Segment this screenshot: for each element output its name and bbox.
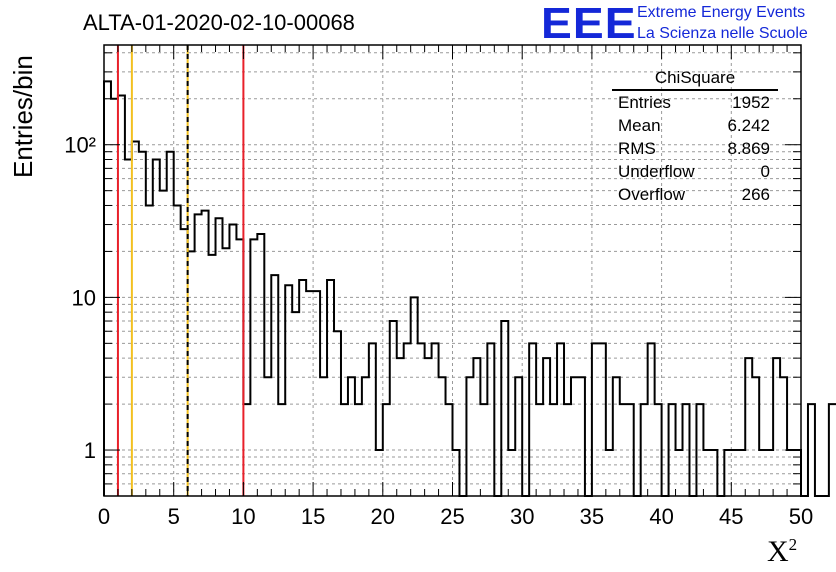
histogram-bin [167, 152, 174, 496]
stats-row-mean: Mean 6.242 [612, 114, 778, 137]
histogram-bin [745, 358, 752, 496]
histogram-bin [174, 205, 181, 496]
histogram [103, 80, 836, 497]
histogram-bin [146, 205, 153, 496]
stats-box: ChiSquare Entries 1952 Mean 6.242 RMS 8.869 Un… [612, 66, 778, 206]
x-tick-label: 25 [440, 504, 464, 529]
stats-row-entries: Entries 1952 [612, 91, 778, 114]
y-axis-label: Entries/bin [8, 55, 38, 178]
histogram-bin [181, 229, 188, 496]
logo-line-2: La Scienza nelle Scuole [637, 25, 808, 42]
y-axis: 1 10 10² [64, 52, 801, 485]
stats-value: 6.242 [727, 116, 770, 135]
histogram-bin [515, 377, 522, 496]
x-axis-label: X2 [767, 535, 798, 568]
histogram-bin [501, 321, 508, 496]
histogram-bin [829, 404, 836, 496]
histogram-bin [271, 275, 278, 496]
x-tick-label: 50 [789, 504, 813, 529]
histogram-bin [348, 377, 355, 496]
x-tick-label: 30 [510, 504, 534, 529]
histogram-bin [125, 160, 132, 496]
stats-row-rms: RMS 8.869 [612, 137, 778, 160]
x-tick-label: 40 [649, 504, 673, 529]
histogram-bin [808, 404, 815, 496]
histogram-bin [487, 343, 494, 496]
x-tick-label: 0 [98, 504, 110, 529]
stats-value: 1952 [732, 93, 770, 112]
x-tick-label: 10 [231, 504, 255, 529]
stats-value: 266 [741, 185, 770, 204]
y-tick-label: 1 [84, 438, 96, 463]
histogram-bin [473, 358, 480, 496]
histogram-bin [209, 255, 216, 496]
histogram-bin [425, 358, 432, 496]
stats-label: Underflow [618, 162, 695, 181]
y-tick-label: 10 [72, 285, 96, 310]
histogram-bin [153, 160, 160, 496]
histogram-bin [592, 343, 599, 496]
eee-logo: EEE [541, 0, 637, 48]
x-tick-label: 35 [580, 504, 604, 529]
stats-label: RMS [618, 139, 656, 158]
stats-value: 0 [760, 162, 770, 181]
histogram-bin [411, 297, 418, 496]
grid [104, 45, 801, 496]
histogram-bin [132, 141, 139, 496]
x-tick-label: 20 [371, 504, 395, 529]
histogram-outline [103, 80, 836, 497]
histogram-bin [334, 331, 341, 496]
histogram-bin [229, 225, 236, 496]
histogram-bin [543, 358, 550, 496]
histogram-bin [780, 377, 787, 496]
histogram-bin [397, 358, 404, 496]
histogram-bin [571, 377, 578, 496]
reference-lines [116, 45, 245, 496]
histogram-bin [418, 343, 425, 496]
histogram-bin [362, 377, 369, 496]
stats-row-overflow: Overflow 266 [612, 183, 778, 206]
stats-title: ChiSquare [612, 66, 778, 91]
histogram-bin [599, 343, 606, 496]
stats-row-underflow: Underflow 0 [612, 160, 778, 183]
histogram-bin [404, 343, 411, 496]
histogram-bin [529, 343, 536, 496]
histogram-bin [188, 251, 195, 496]
stats-label: Overflow [618, 185, 686, 204]
stats-label: Entries [618, 93, 671, 112]
histogram-bin [118, 96, 125, 496]
histogram-bin [466, 377, 473, 496]
histogram-bin [648, 343, 655, 496]
histogram-bin [216, 218, 223, 496]
logo-line-1: Extreme Energy Events [637, 4, 806, 21]
histogram-bin [320, 377, 327, 496]
y-tick-label: 10² [64, 133, 96, 158]
histogram-bin [202, 211, 209, 496]
histogram-bin [222, 248, 229, 496]
histogram-bin [752, 377, 759, 496]
x-tick-label: 5 [168, 504, 180, 529]
histogram-bin [773, 358, 780, 496]
stats-label: Mean [618, 116, 661, 135]
histogram-bin [578, 377, 585, 496]
histogram-bin [369, 343, 376, 496]
histogram-bin [390, 321, 397, 496]
histogram-bin [104, 81, 111, 496]
histogram-bin [613, 377, 620, 496]
histogram-bin [139, 152, 146, 496]
x-axis: 0 5 10 15 20 25 30 35 40 45 50 [98, 45, 813, 529]
histogram-bin [439, 377, 446, 496]
x-tick-label: 15 [301, 504, 325, 529]
histogram-bin [195, 214, 202, 496]
histogram-bin [432, 343, 439, 496]
stats-value: 8.869 [727, 139, 770, 158]
chart-title: ALTA-01-2020-02-10-00068 [83, 10, 355, 35]
histogram-bin [557, 343, 564, 496]
histogram-bin [264, 377, 271, 496]
x-tick-label: 45 [719, 504, 743, 529]
